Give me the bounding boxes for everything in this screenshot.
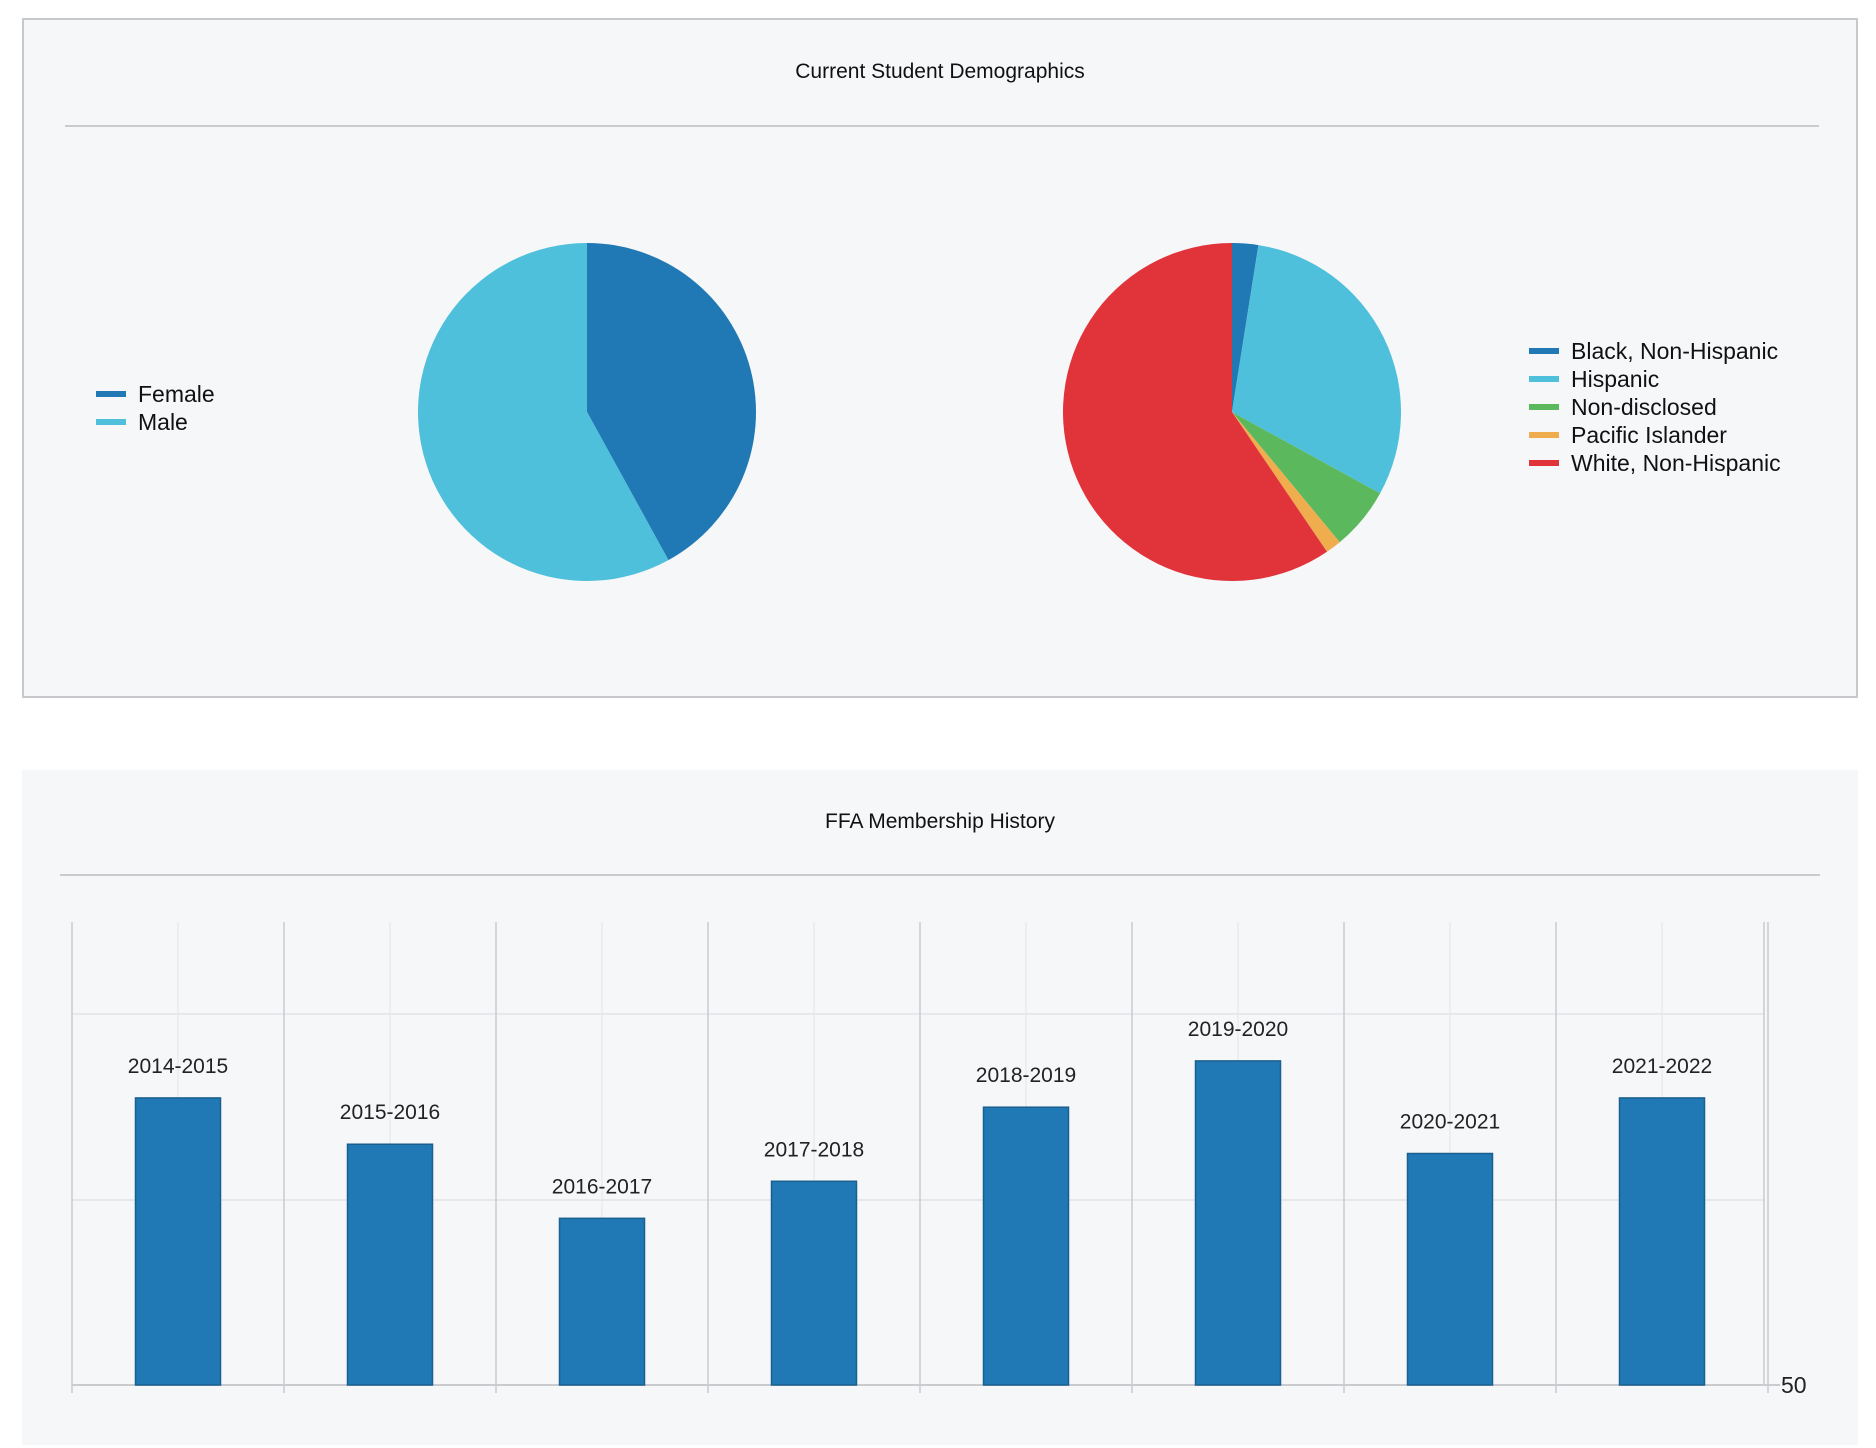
y-tick-label-0: 50 [1781, 1372, 1807, 1398]
ethnicity-legend-swatch-hispanic [1529, 376, 1559, 382]
ethnicity-legend-swatch-black-non-hispanic [1529, 348, 1559, 354]
bar-2017-2018 [770, 1180, 858, 1386]
bar-label-2019-2020: 2019-2020 [1188, 1018, 1288, 1041]
ethnicity-slice-white-non-hispanic [1063, 243, 1327, 582]
bar-label-2018-2019: 2018-2019 [976, 1064, 1076, 1087]
ethnicity-legend-swatch-non-disclosed [1529, 404, 1559, 410]
bar-2020-2021 [1406, 1152, 1494, 1386]
gender-legend-swatch-male [96, 419, 126, 425]
bar-2021-2022 [1618, 1097, 1706, 1386]
bar-2018-2019 [982, 1106, 1070, 1386]
ethnicity-legend-label-black-non-hispanic: Black, Non-Hispanic [1571, 338, 1778, 364]
ethnicity-legend-label-white-non-hispanic: White, Non-Hispanic [1571, 450, 1781, 476]
ffa-divider [60, 874, 1820, 876]
bar-2016-2017 [558, 1217, 646, 1386]
bar-label-2017-2018: 2017-2018 [764, 1138, 864, 1161]
ethnicity-legend-label-pacific-islander: Pacific Islander [1571, 422, 1727, 448]
gender-legend-swatch-female [96, 391, 126, 397]
gender-legend-label-male: Male [138, 409, 188, 435]
ffa-title: FFA Membership History [825, 810, 1055, 833]
ethnicity-legend-swatch-white-non-hispanic [1529, 460, 1559, 466]
ffa-panel: FFA Membership History 50 2014-2015 2015-2… [22, 770, 1858, 1445]
ethnicity-slice-hispanic [1232, 245, 1401, 494]
bar-label-2014-2015: 2014-2015 [128, 1055, 228, 1078]
ethnicity-slice-pacific-islander [1232, 412, 1340, 552]
ethnicity-legend-label-hispanic: Hispanic [1571, 366, 1659, 392]
bar-label-2016-2017: 2016-2017 [552, 1175, 652, 1198]
gender-slice-female [587, 243, 757, 561]
gender-slice-male [418, 243, 669, 581]
bar-2019-2020 [1194, 1060, 1282, 1386]
gender-legend-label-female: Female [138, 381, 215, 407]
ethnicity-slice-non-disclosed [1232, 412, 1381, 543]
bar-2014-2015 [134, 1097, 222, 1386]
membership-bar-chart: 50 2014-2015 2015-2016 2016-2017 2017-2018 20… [71, 922, 1807, 1398]
bar-2015-2016 [346, 1143, 434, 1386]
ethnicity-legend-swatch-pacific-islander [1529, 432, 1559, 438]
ethnicity-legend-label-non-disclosed: Non-disclosed [1571, 394, 1717, 420]
bar-label-2021-2022: 2021-2022 [1612, 1055, 1712, 1078]
bar-label-2020-2021: 2020-2021 [1400, 1111, 1500, 1134]
ethnicity-slice-black-non-hispanic [1232, 243, 1259, 412]
demographics-panel: Current Student Demographics Female Male B… [22, 18, 1858, 698]
demographics-divider [65, 125, 1819, 127]
demographics-title: Current Student Demographics [795, 60, 1085, 83]
bar-label-2015-2016: 2015-2016 [340, 1101, 440, 1124]
